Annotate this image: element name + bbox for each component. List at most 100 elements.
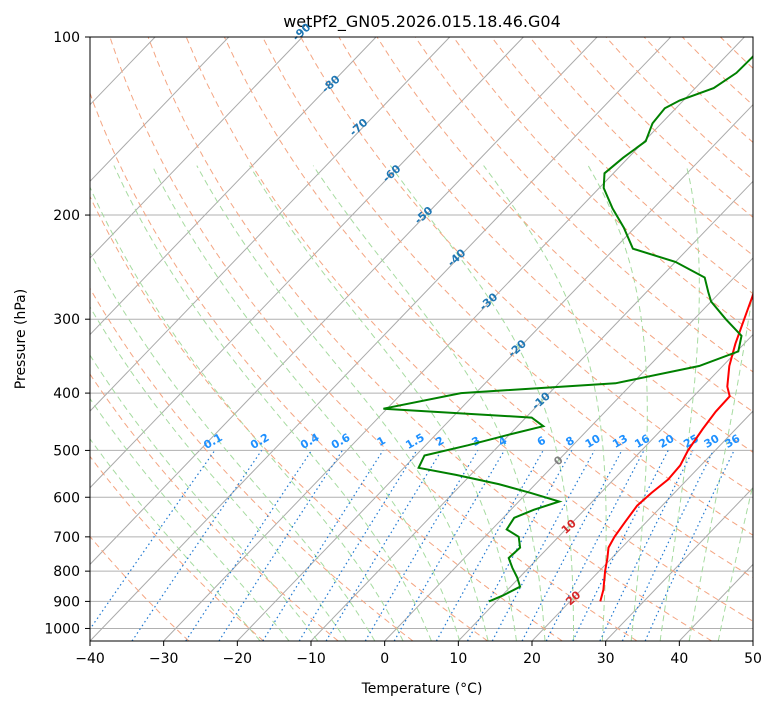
moist-adiabat-line <box>659 165 700 641</box>
dry-adiabat-line <box>720 37 753 69</box>
moist-adiabat-line <box>249 165 517 641</box>
mixing-ratio-line <box>466 450 573 641</box>
dry-adiabat-line <box>147 37 712 641</box>
dry-adiabat-line <box>90 91 563 641</box>
moist-adiabat-line <box>483 165 607 641</box>
pressure-gridlines <box>90 37 753 629</box>
moist-adiabat-line <box>717 482 753 641</box>
mixing-ratio-line <box>491 450 596 641</box>
y-axis-label: Pressure (hPa) <box>13 289 29 389</box>
chart-title: wetPf2_GN05.2026.015.18.46.G04 <box>283 12 561 32</box>
y-tick-label: 900 <box>53 594 80 610</box>
mixing-ratio-line <box>90 450 216 631</box>
moist-adiabat-line <box>90 438 261 641</box>
mixing-ratio-line <box>298 450 418 641</box>
isotherm-line <box>384 257 753 641</box>
dry-adiabat-line <box>109 37 638 641</box>
isotherm-line <box>90 37 451 412</box>
mixing-ratio-line <box>364 450 479 641</box>
dewpoint-profile-line <box>383 54 753 603</box>
moist-adiabat-line <box>312 165 546 641</box>
mixing-ratio-line <box>262 450 384 641</box>
adiabat-temperature-label: -70 <box>347 116 371 139</box>
y-tick-label: 800 <box>53 564 80 580</box>
isotherm-line <box>90 37 524 489</box>
isotherm-line <box>457 333 753 641</box>
moist-adiabat-line <box>90 186 404 641</box>
mixing-ratio-line <box>393 450 505 641</box>
mixing-ratio-line <box>621 450 714 641</box>
mixing-ratio-label: 1.5 <box>403 431 426 452</box>
mixing-ratio-line <box>131 450 263 641</box>
moist-adiabat-line <box>389 165 575 641</box>
x-tick-label: 10 <box>449 651 467 667</box>
y-tick-label: 500 <box>53 443 80 459</box>
plot-frame <box>89 36 754 642</box>
x-tick-label: −40 <box>75 651 105 667</box>
dry-adiabat-line <box>414 37 753 373</box>
x-axis-ticks: −40 −30 −20 −10 0 10 20 30 40 50 <box>75 641 762 667</box>
adiabat-temperature-label: -50 <box>412 204 436 227</box>
temperature-profile-line <box>599 291 753 602</box>
mixing-ratio-label: 36 <box>723 432 743 451</box>
x-tick-label: −10 <box>296 651 326 667</box>
isotherm-line <box>90 37 672 641</box>
dry-adiabat-line <box>681 37 753 106</box>
isotherm-line <box>163 37 745 641</box>
moist-adiabat-line <box>90 354 319 641</box>
isotherm-line <box>236 103 753 641</box>
y-axis-ticks: 100 200 300 400 500 600 700 800 900 1000 <box>44 30 90 637</box>
mixing-ratio-label: 10 <box>583 432 603 451</box>
dry-adiabat-line <box>491 37 753 295</box>
y-tick-label: 200 <box>53 208 80 224</box>
y-tick-label: 700 <box>53 530 80 546</box>
dry-adiabat-line <box>90 455 264 641</box>
dry-adiabat-lines <box>90 37 775 641</box>
moist-adiabat-line <box>113 165 432 641</box>
mixing-ratio-label: 8 <box>563 434 576 449</box>
mixing-ratio-line <box>325 450 443 641</box>
mixing-ratio-label: 16 <box>632 432 652 451</box>
isotherm-line <box>90 37 230 183</box>
dry-adiabat-line <box>605 37 753 181</box>
dry-adiabat-line <box>90 195 488 641</box>
x-tick-label: −20 <box>223 651 253 667</box>
isotherm-line <box>531 410 753 641</box>
moist-adiabat-line <box>196 165 489 641</box>
mixing-ratio-line <box>545 450 645 641</box>
mixing-ratio-label: 20 <box>657 432 677 451</box>
isotherm-line <box>605 487 753 641</box>
mixing-ratio-label: 6 <box>535 434 548 449</box>
y-tick-label: 600 <box>53 490 80 506</box>
mixing-ratio-line <box>435 450 544 641</box>
y-tick-label: 100 <box>53 30 80 46</box>
moist-adiabat-lines <box>90 165 753 641</box>
dry-adiabat-line <box>567 37 753 218</box>
mixing-ratio-label: 0.4 <box>298 431 322 452</box>
x-tick-label: 40 <box>670 651 688 667</box>
x-tick-label: 0 <box>380 651 389 667</box>
isotherm-line <box>90 37 377 336</box>
mixing-ratio-line <box>572 450 669 641</box>
y-tick-label: 300 <box>53 312 80 328</box>
dry-adiabat-line <box>300 37 753 494</box>
dry-adiabat-line <box>643 37 753 143</box>
moist-adiabat-line <box>90 397 290 641</box>
dry-adiabat-line <box>338 37 753 453</box>
dry-adiabat-line <box>90 373 339 641</box>
moist-adiabat-line <box>587 165 648 641</box>
y-tick-label: 400 <box>53 386 80 402</box>
moist-adiabat-line <box>90 306 347 641</box>
mixing-ratio-line <box>644 450 735 641</box>
isotherm-line <box>90 37 598 566</box>
moist-adiabat-line <box>90 251 376 641</box>
moist-adiabat-line <box>151 165 461 641</box>
isotherm-line <box>90 37 303 259</box>
x-tick-label: 30 <box>597 651 615 667</box>
mixing-ratio-line <box>185 450 313 641</box>
dry-adiabat-line <box>759 37 775 641</box>
x-tick-label: 20 <box>523 651 541 667</box>
mixing-ratio-lines <box>90 450 735 641</box>
